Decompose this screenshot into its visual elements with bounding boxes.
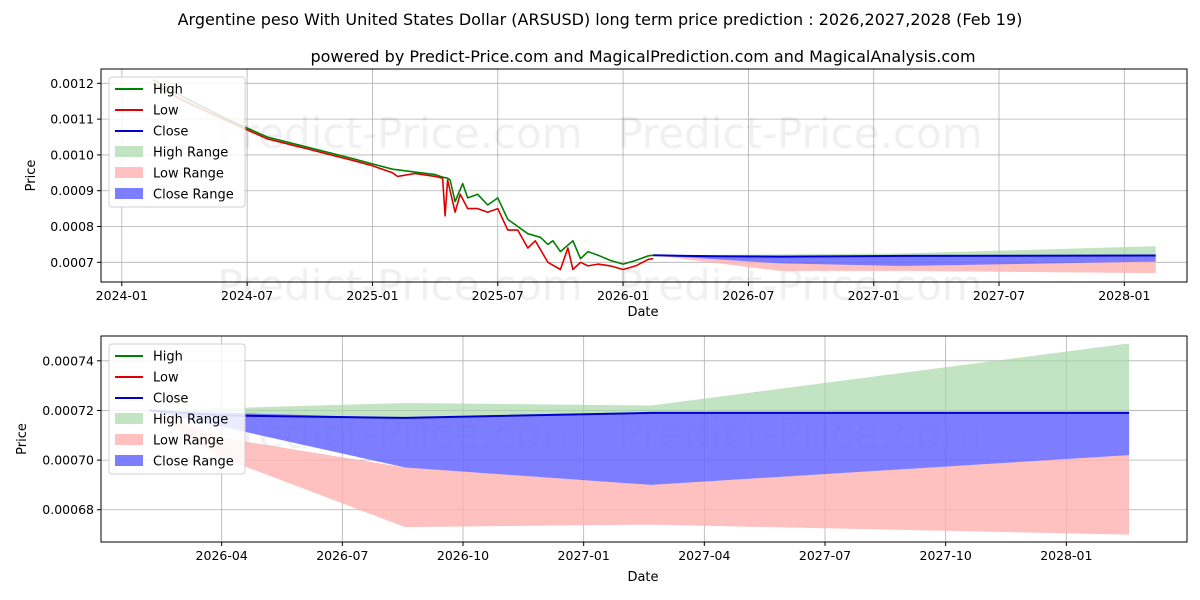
close-range-band bbox=[149, 410, 1130, 485]
close-range-legend-swatch bbox=[115, 455, 143, 466]
x-tick-label: 2026-01 bbox=[597, 288, 649, 303]
x-tick-label: 2027-10 bbox=[920, 548, 972, 563]
low-range-legend-swatch bbox=[115, 434, 143, 445]
watermark-text: Predict-Price.com bbox=[617, 109, 982, 158]
legend-label: High Range bbox=[153, 413, 228, 428]
legend: High Low Close High Range Low Range Close Ran… bbox=[108, 76, 246, 208]
legend-label: High bbox=[153, 350, 183, 365]
low-range-band bbox=[149, 410, 1130, 535]
chart-subtitle: powered by Predict-Price.com and Magical… bbox=[310, 47, 975, 66]
watermark-text: Predict-Price.com bbox=[217, 109, 582, 158]
y-tick-label: 0.0009 bbox=[50, 183, 94, 198]
x-tick-label: 2026-04 bbox=[196, 548, 248, 563]
x-tick-label: 2024-01 bbox=[96, 288, 148, 303]
y-axis-label: Price bbox=[15, 423, 30, 455]
x-tick-label: 2028-01 bbox=[1098, 288, 1150, 303]
watermark-text: Predict-Price.com bbox=[217, 261, 582, 310]
x-tick-label: 2024-07 bbox=[221, 288, 273, 303]
y-axis-label: Price bbox=[24, 160, 39, 192]
x-tick-label: 2028-01 bbox=[1040, 548, 1092, 563]
x-tick-label: 2026-07 bbox=[722, 288, 774, 303]
high-line bbox=[152, 79, 654, 265]
high-range-band bbox=[653, 246, 1156, 257]
legend-label: Low Range bbox=[153, 167, 224, 182]
legend-label: Close Range bbox=[153, 455, 234, 470]
y-tick-label: 0.00072 bbox=[42, 403, 94, 418]
y-tick-label: 0.00070 bbox=[42, 453, 94, 468]
legend-label: Close Range bbox=[153, 188, 234, 203]
axes-frame bbox=[100, 68, 1188, 283]
legend-label: Close bbox=[153, 125, 188, 140]
legend-label: Close bbox=[153, 392, 188, 407]
x-tick-label: 2027-01 bbox=[558, 548, 610, 563]
y-tick-label: 0.00068 bbox=[42, 502, 94, 517]
axes-frame bbox=[100, 335, 1188, 543]
high-range-band bbox=[149, 343, 1130, 418]
y-tick-label: 0.0008 bbox=[50, 219, 94, 234]
high-range-legend-swatch bbox=[115, 413, 143, 424]
legend-label: Low bbox=[153, 104, 179, 119]
low-range-band bbox=[653, 255, 1156, 274]
y-tick-label: 0.0012 bbox=[50, 76, 94, 91]
x-tick-label: 2026-07 bbox=[316, 548, 368, 563]
legend-label: High bbox=[153, 83, 183, 98]
low-line bbox=[152, 82, 654, 271]
top-panel: Predict-Price.com Predict-Price.com Predic… bbox=[24, 68, 1188, 320]
y-tick-label: 0.0010 bbox=[50, 147, 94, 162]
legend-label: Low Range bbox=[153, 434, 224, 449]
close-range-band bbox=[653, 255, 1156, 266]
x-tick-label: 2027-04 bbox=[678, 548, 730, 563]
x-axis-label: Date bbox=[627, 305, 658, 320]
x-axis-label: Date bbox=[627, 570, 658, 585]
x-tick-label: 2027-07 bbox=[799, 548, 851, 563]
y-tick-label: 0.0011 bbox=[50, 112, 94, 127]
x-tick-label: 2025-01 bbox=[346, 288, 398, 303]
chart-title: Argentine peso With United States Dollar… bbox=[178, 10, 1023, 29]
y-tick-label: 0.0007 bbox=[50, 255, 94, 270]
y-tick-label: 0.00074 bbox=[42, 353, 94, 368]
high-range-legend-swatch bbox=[115, 146, 143, 157]
legend-label: Low bbox=[153, 371, 179, 386]
x-tick-label: 2026-10 bbox=[437, 548, 489, 563]
low-range-legend-swatch bbox=[115, 167, 143, 178]
x-tick-label: 2027-01 bbox=[848, 288, 900, 303]
x-tick-label: 2027-07 bbox=[973, 288, 1025, 303]
legend-label: High Range bbox=[153, 146, 228, 161]
close-line bbox=[653, 254, 1156, 258]
close-range-legend-swatch bbox=[115, 188, 143, 199]
bottom-panel: Predict-Price.comPredict-Price.com2026-0… bbox=[15, 335, 1188, 585]
x-tick-label: 2025-07 bbox=[472, 288, 524, 303]
legend: High Low Close High Range Low Range Close Ran… bbox=[108, 343, 246, 475]
